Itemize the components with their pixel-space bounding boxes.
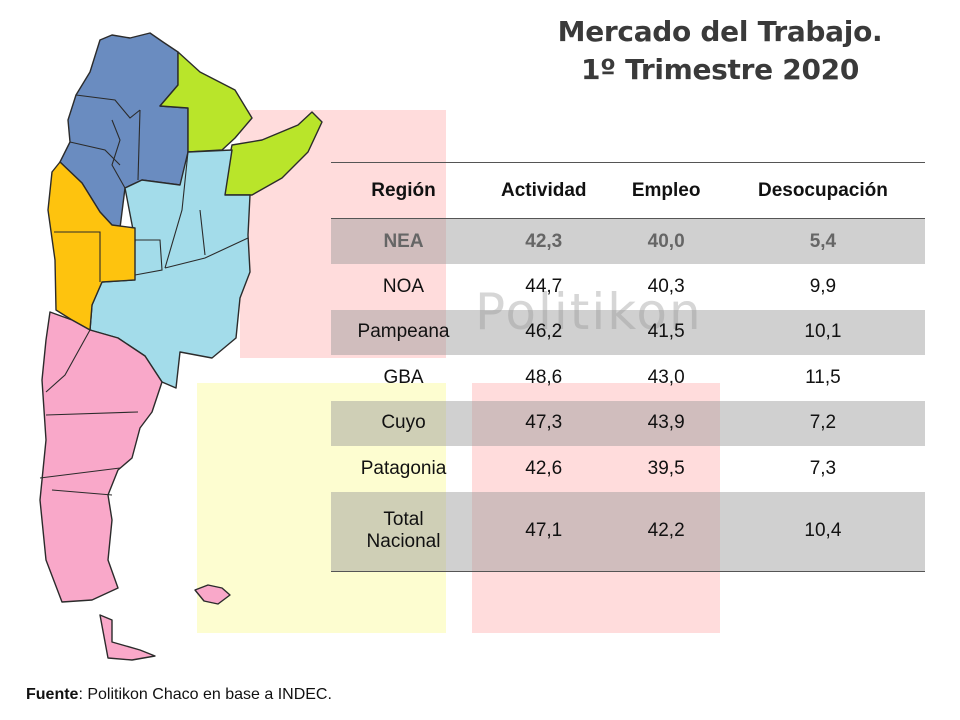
cell-actividad: 47,1 (476, 491, 612, 572)
cell-empleo: 40,0 (611, 218, 721, 264)
cell-actividad: 47,3 (476, 400, 612, 446)
total-label-line1: Total (383, 509, 424, 531)
table-row-total: Total Nacional 47,1 42,2 10,4 (331, 491, 925, 572)
cell-region: NOA (382, 275, 425, 297)
cell-desocupacion: 10,4 (720, 491, 925, 572)
cell-desocupacion: 7,2 (720, 400, 925, 446)
cell-desocupacion: 9,9 (809, 275, 837, 297)
map-malvinas (194, 584, 231, 605)
cell-empleo: 41,5 (611, 309, 721, 355)
cell-empleo: 40,3 (647, 275, 685, 297)
table-row: Pampeana 46,2 41,5 10,1 (331, 309, 925, 355)
cell-region: GBA (383, 366, 424, 388)
politikon-watermark: Politikon (475, 283, 703, 341)
map-region-tierra-del-fuego (99, 614, 156, 661)
cell-actividad: 42,3 (476, 218, 612, 264)
source-text: : Politikon Chaco en base a INDEC. (78, 686, 332, 703)
source-note: Fuente: Politikon Chaco en base a INDEC. (26, 686, 332, 704)
cell-region: NEA (331, 218, 476, 264)
cell-desocupacion: 7,3 (809, 457, 837, 479)
argentina-regions-map (39, 32, 323, 661)
table-row: GBA 48,6 43,0 11,5 (331, 355, 925, 401)
cell-actividad: 44,7 (525, 275, 563, 297)
table-row: NOA 44,7 40,3 9,9 (331, 264, 925, 310)
cell-region-total: Total Nacional (331, 491, 476, 572)
cell-actividad: 42,6 (525, 457, 563, 479)
source-label: Fuente (26, 686, 79, 703)
header-empleo: Empleo (611, 162, 721, 219)
cell-desocupacion: 10,1 (720, 309, 925, 355)
cell-region: Pampeana (331, 309, 476, 355)
map-region-cuyo (47, 161, 136, 331)
cell-empleo: 43,9 (611, 400, 721, 446)
labor-market-table: Región Actividad Empleo Desocupación NEA… (331, 162, 925, 572)
cell-region: Patagonia (360, 457, 447, 479)
header-desocupacion: Desocupación (720, 162, 925, 219)
table-row: Cuyo 47,3 43,9 7,2 (331, 400, 925, 446)
cell-desocupacion: 11,5 (805, 366, 841, 388)
header-actividad: Actividad (476, 162, 612, 219)
map-region-patagonia (39, 311, 163, 603)
cell-actividad: 46,2 (476, 309, 612, 355)
table-row: NEA 42,3 40,0 5,4 (331, 218, 925, 264)
table-row: Patagonia 42,6 39,5 7,3 (331, 446, 925, 492)
cell-empleo: 43,0 (647, 366, 685, 388)
cell-empleo: 42,2 (611, 491, 721, 572)
page-title: Mercado del Trabajo. (557, 15, 883, 48)
header-region: Región (331, 162, 476, 219)
total-label-line2: Nacional (366, 531, 441, 553)
page-subtitle: 1º Trimestre 2020 (580, 53, 860, 86)
cell-actividad: 48,6 (525, 366, 563, 388)
cell-empleo: 39,5 (647, 457, 685, 479)
table-header-row: Región Actividad Empleo Desocupación (331, 162, 925, 219)
cell-region: Cuyo (331, 400, 476, 446)
cell-desocupacion: 5,4 (720, 218, 925, 264)
